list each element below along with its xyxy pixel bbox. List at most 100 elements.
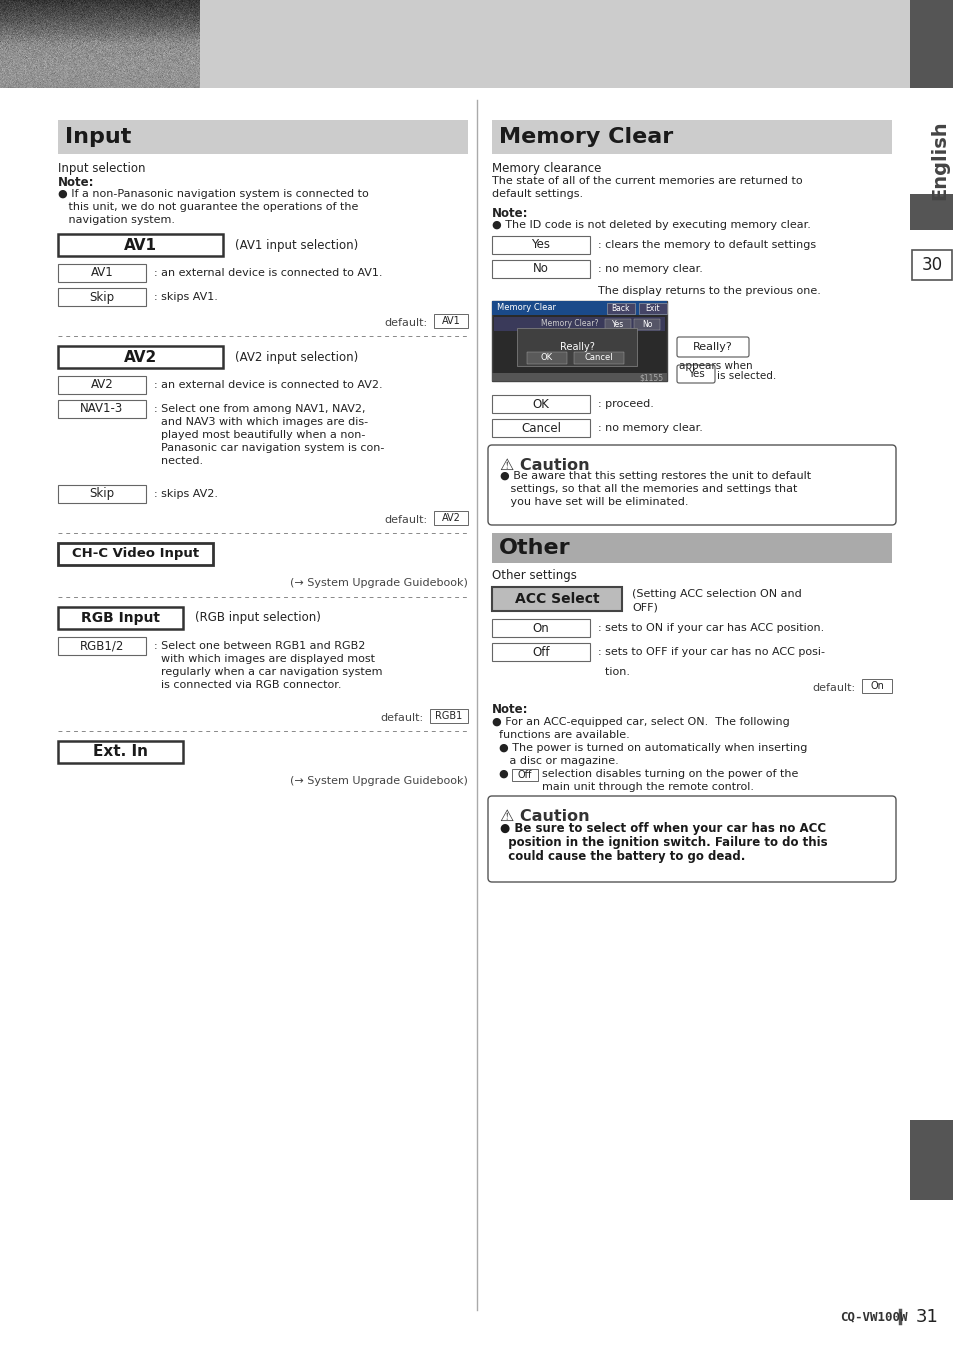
FancyBboxPatch shape <box>58 235 223 256</box>
Text: : no memory clear.: : no memory clear. <box>598 264 702 274</box>
Text: ACC Select: ACC Select <box>515 592 598 607</box>
Text: : sets to ON if your car has ACC position.: : sets to ON if your car has ACC positio… <box>598 623 823 634</box>
Text: a disc or magazine.: a disc or magazine. <box>492 756 618 766</box>
FancyBboxPatch shape <box>492 395 589 412</box>
Text: ● The power is turned on automatically when inserting: ● The power is turned on automatically w… <box>492 743 806 754</box>
FancyBboxPatch shape <box>58 543 213 565</box>
Text: Ext. In: Ext. In <box>92 744 148 759</box>
Text: : an external device is connected to AV2.: : an external device is connected to AV2… <box>153 380 382 390</box>
Text: Note:: Note: <box>492 208 528 220</box>
Text: regularly when a car navigation system: regularly when a car navigation system <box>153 667 382 677</box>
FancyBboxPatch shape <box>58 485 146 503</box>
Text: The display returns to the previous one.: The display returns to the previous one. <box>598 286 820 297</box>
Text: AV1: AV1 <box>91 267 113 279</box>
Text: (AV2 input selection): (AV2 input selection) <box>234 350 358 364</box>
FancyBboxPatch shape <box>492 532 891 563</box>
Text: Memory Clear: Memory Clear <box>497 303 556 313</box>
Text: Really?: Really? <box>559 342 594 352</box>
FancyBboxPatch shape <box>58 400 146 418</box>
Text: default:: default: <box>384 318 428 328</box>
Text: OK: OK <box>532 398 549 411</box>
Text: : clears the memory to default settings: : clears the memory to default settings <box>598 240 815 249</box>
Text: is connected via RGB connector.: is connected via RGB connector. <box>153 679 341 690</box>
Text: ●: ● <box>492 768 508 779</box>
Text: Yes: Yes <box>611 319 623 329</box>
Text: : proceed.: : proceed. <box>598 399 653 408</box>
Text: nected.: nected. <box>153 456 203 466</box>
Text: settings, so that all the memories and settings that: settings, so that all the memories and s… <box>499 484 797 493</box>
Text: Other settings: Other settings <box>492 569 577 582</box>
Text: Exit: Exit <box>645 305 659 313</box>
FancyBboxPatch shape <box>434 511 468 524</box>
Text: Cancel: Cancel <box>520 422 560 434</box>
Text: ● For an ACC-equipped car, select ON.  The following: ● For an ACC-equipped car, select ON. Th… <box>492 717 789 727</box>
Text: (RGB input selection): (RGB input selection) <box>194 612 320 624</box>
Text: (Setting ACC selection ON and: (Setting ACC selection ON and <box>631 589 801 599</box>
FancyBboxPatch shape <box>492 301 666 381</box>
Text: The state of all of the current memories are returned to: The state of all of the current memories… <box>492 177 801 186</box>
FancyBboxPatch shape <box>492 301 666 315</box>
FancyBboxPatch shape <box>526 352 566 364</box>
FancyBboxPatch shape <box>677 337 748 357</box>
FancyBboxPatch shape <box>909 1120 953 1200</box>
Text: (→ System Upgrade Guidebook): (→ System Upgrade Guidebook) <box>290 776 468 786</box>
FancyBboxPatch shape <box>639 303 666 314</box>
Text: : Select one from among NAV1, NAV2,: : Select one from among NAV1, NAV2, <box>153 404 365 414</box>
Text: CH-C Video Input: CH-C Video Input <box>71 547 199 561</box>
Text: AV2: AV2 <box>441 514 460 523</box>
Text: : Select one between RGB1 and RGB2: : Select one between RGB1 and RGB2 <box>153 642 365 651</box>
FancyBboxPatch shape <box>488 445 895 524</box>
Text: AV1: AV1 <box>441 315 460 326</box>
Text: ⚠ Caution: ⚠ Caution <box>499 457 589 473</box>
Text: you have set will be eliminated.: you have set will be eliminated. <box>499 497 688 507</box>
Text: Memory clearance: Memory clearance <box>492 162 600 175</box>
Text: On: On <box>869 681 883 692</box>
Text: appears when: appears when <box>679 361 752 371</box>
Text: Back: Back <box>611 305 630 313</box>
Text: Yes: Yes <box>531 239 550 252</box>
Text: $1155: $1155 <box>639 373 663 383</box>
Text: AV2: AV2 <box>124 349 157 364</box>
FancyBboxPatch shape <box>58 264 146 282</box>
Text: played most beautifully when a non-: played most beautifully when a non- <box>153 430 365 439</box>
FancyBboxPatch shape <box>909 194 953 231</box>
FancyBboxPatch shape <box>517 328 637 367</box>
Text: this unit, we do not guarantee the operations of the: this unit, we do not guarantee the opera… <box>58 202 358 212</box>
Text: Note:: Note: <box>58 177 94 189</box>
Text: 30: 30 <box>921 256 942 274</box>
FancyBboxPatch shape <box>909 0 953 88</box>
Text: Yes: Yes <box>687 369 703 379</box>
FancyBboxPatch shape <box>606 303 635 314</box>
FancyBboxPatch shape <box>0 0 909 88</box>
Text: Cancel: Cancel <box>584 353 613 363</box>
Text: main unit through the remote control.: main unit through the remote control. <box>541 782 753 793</box>
Text: English: English <box>929 120 948 200</box>
Text: default:: default: <box>384 515 428 524</box>
FancyBboxPatch shape <box>494 317 664 332</box>
FancyBboxPatch shape <box>434 314 468 328</box>
Text: default:: default: <box>380 713 423 723</box>
FancyBboxPatch shape <box>58 638 146 655</box>
Text: ● Be sure to select off when your car has no ACC: ● Be sure to select off when your car ha… <box>499 822 825 834</box>
Text: NAV1-3: NAV1-3 <box>80 403 124 415</box>
Text: On: On <box>532 621 549 635</box>
FancyBboxPatch shape <box>862 679 891 693</box>
Text: default:: default: <box>812 683 855 693</box>
Text: RGB1/2: RGB1/2 <box>80 639 124 652</box>
Text: AV2: AV2 <box>91 379 113 391</box>
Text: navigation system.: navigation system. <box>58 214 174 225</box>
FancyBboxPatch shape <box>911 249 951 280</box>
Text: tion.: tion. <box>598 667 629 677</box>
Text: Skip: Skip <box>90 291 114 303</box>
Text: RGB1: RGB1 <box>435 710 462 721</box>
Text: RGB Input: RGB Input <box>81 611 160 625</box>
FancyBboxPatch shape <box>58 346 223 368</box>
FancyBboxPatch shape <box>492 260 589 278</box>
Text: Off: Off <box>532 646 549 659</box>
Text: Other: Other <box>498 538 570 558</box>
Text: Note:: Note: <box>492 704 528 716</box>
Text: default settings.: default settings. <box>492 189 582 200</box>
Text: Off: Off <box>517 770 532 780</box>
FancyBboxPatch shape <box>58 376 146 394</box>
FancyBboxPatch shape <box>677 365 714 383</box>
